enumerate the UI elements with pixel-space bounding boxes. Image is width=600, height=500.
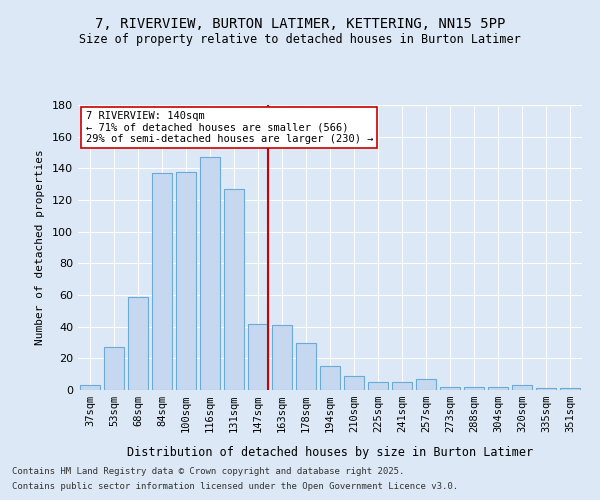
Bar bbox=[296, 342, 316, 390]
Bar bbox=[560, 388, 580, 390]
Bar bbox=[272, 325, 292, 390]
Bar bbox=[416, 379, 436, 390]
Bar bbox=[128, 296, 148, 390]
Bar bbox=[80, 385, 100, 390]
Bar bbox=[104, 347, 124, 390]
Bar bbox=[200, 158, 220, 390]
Text: Contains HM Land Registry data © Crown copyright and database right 2025.: Contains HM Land Registry data © Crown c… bbox=[12, 467, 404, 476]
Text: Size of property relative to detached houses in Burton Latimer: Size of property relative to detached ho… bbox=[79, 32, 521, 46]
Bar bbox=[320, 366, 340, 390]
Bar bbox=[176, 172, 196, 390]
Bar bbox=[152, 173, 172, 390]
Text: 7 RIVERVIEW: 140sqm
← 71% of detached houses are smaller (566)
29% of semi-detac: 7 RIVERVIEW: 140sqm ← 71% of detached ho… bbox=[86, 110, 373, 144]
Bar bbox=[392, 382, 412, 390]
Y-axis label: Number of detached properties: Number of detached properties bbox=[35, 150, 45, 346]
Bar bbox=[464, 387, 484, 390]
Bar bbox=[248, 324, 268, 390]
X-axis label: Distribution of detached houses by size in Burton Latimer: Distribution of detached houses by size … bbox=[127, 446, 533, 459]
Text: Contains public sector information licensed under the Open Government Licence v3: Contains public sector information licen… bbox=[12, 482, 458, 491]
Bar bbox=[344, 376, 364, 390]
Bar bbox=[224, 189, 244, 390]
Text: 7, RIVERVIEW, BURTON LATIMER, KETTERING, NN15 5PP: 7, RIVERVIEW, BURTON LATIMER, KETTERING,… bbox=[95, 18, 505, 32]
Bar bbox=[488, 387, 508, 390]
Bar bbox=[368, 382, 388, 390]
Bar bbox=[440, 387, 460, 390]
Bar bbox=[536, 388, 556, 390]
Bar bbox=[512, 385, 532, 390]
